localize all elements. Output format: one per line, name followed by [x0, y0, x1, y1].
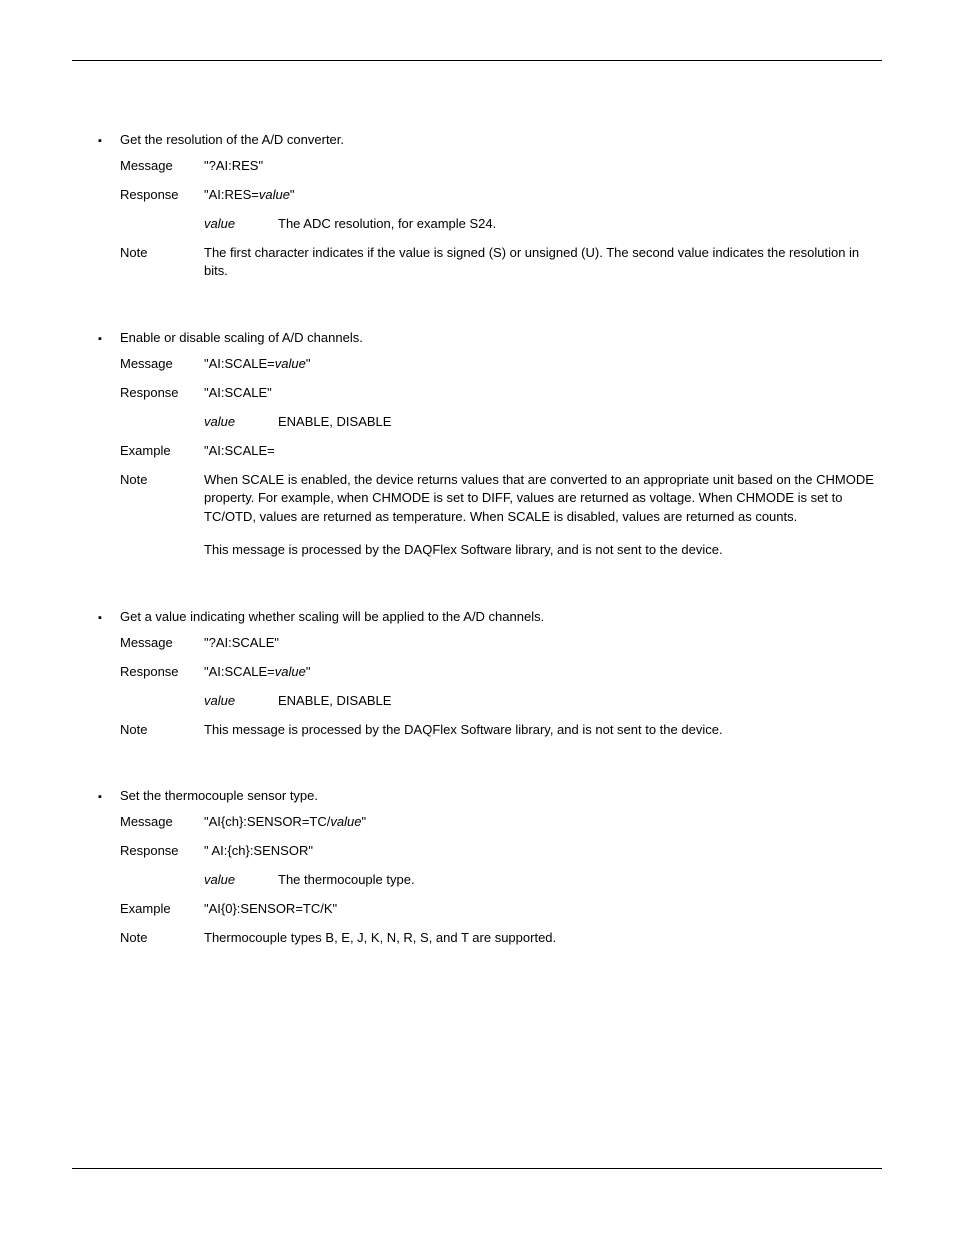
sub-label: value — [204, 413, 278, 432]
definition-row: NoteThis message is processed by the DAQ… — [120, 721, 882, 740]
definition-row: Example"AI:SCALE= — [120, 442, 882, 461]
sub-content: ENABLE, DISABLE — [278, 692, 882, 711]
italic-value: value — [275, 356, 306, 371]
footer-rule — [72, 1168, 882, 1169]
sub-content: The ADC resolution, for example S24. — [278, 215, 882, 234]
definition-main-line: "AI:SCALE=value" — [204, 355, 882, 374]
definition-label: Message — [120, 157, 204, 176]
definition-row: Response"AI:SCALE=value"valueENABLE, DIS… — [120, 663, 882, 711]
definition-content: "AI{ch}:SENSOR=TC/value" — [204, 813, 882, 832]
definition-label: Note — [120, 721, 204, 740]
definition-label: Response — [120, 663, 204, 682]
section-intro-text: Enable or disable scaling of A/D channel… — [120, 329, 882, 348]
sub-label: value — [204, 692, 278, 711]
definition-main-line: When SCALE is enabled, the device return… — [204, 471, 882, 528]
definition-content: The first character indicates if the val… — [204, 244, 882, 282]
definition-content: "AI:SCALE=value" — [204, 355, 882, 374]
section-intro-text: Get the resolution of the A/D converter. — [120, 131, 882, 150]
definition-content: When SCALE is enabled, the device return… — [204, 471, 882, 560]
definition-content: " AI:{ch}:SENSOR" valueThe thermocouple t… — [204, 842, 882, 890]
sub-content: The thermocouple type. — [278, 871, 882, 890]
definition-row: Response"AI:RES=value"valueThe ADC resol… — [120, 186, 882, 234]
definition-label: Note — [120, 244, 204, 263]
bullet-icon: ▪ — [72, 131, 120, 151]
extra-paragraph: This message is processed by the DAQFlex… — [204, 541, 882, 560]
definition-label: Response — [120, 842, 204, 861]
italic-value: value — [275, 664, 306, 679]
definition-main-line: "AI:SCALE=value" — [204, 663, 882, 682]
definition-label: Note — [120, 471, 204, 490]
definition-row: Message"?AI:RES" — [120, 157, 882, 176]
definition-label: Example — [120, 442, 204, 461]
definition-row: Response" AI:{ch}:SENSOR" valueThe thermo… — [120, 842, 882, 890]
definition-label: Response — [120, 384, 204, 403]
definition-label: Message — [120, 634, 204, 653]
sub-label: value — [204, 215, 278, 234]
definition-main-line: "?AI:SCALE" — [204, 634, 882, 653]
document-page: ▪Get the resolution of the A/D converter… — [0, 0, 954, 1235]
section-intro-row: ▪Enable or disable scaling of A/D channe… — [72, 329, 882, 349]
sub-row: valueENABLE, DISABLE — [204, 692, 882, 711]
definition-content: "AI:SCALE" valueENABLE, DISABLE — [204, 384, 882, 432]
section: ▪Enable or disable scaling of A/D channe… — [72, 329, 882, 560]
definition-main-line: "AI{0}:SENSOR=TC/K" — [204, 900, 882, 919]
sub-row: valueENABLE, DISABLE — [204, 413, 882, 432]
italic-value: value — [330, 814, 361, 829]
definition-main-line: Thermocouple types B, E, J, K, N, R, S, … — [204, 929, 882, 948]
sub-row: valueThe thermocouple type. — [204, 871, 882, 890]
definition-row: NoteThermocouple types B, E, J, K, N, R,… — [120, 929, 882, 948]
definition-content: Thermocouple types B, E, J, K, N, R, S, … — [204, 929, 882, 948]
definition-content: "AI:RES=value"valueThe ADC resolution, f… — [204, 186, 882, 234]
definition-main-line: "AI:RES=value" — [204, 186, 882, 205]
bullet-icon: ▪ — [72, 329, 120, 349]
section: ▪Get a value indicating whether scaling … — [72, 608, 882, 739]
sub-content: ENABLE, DISABLE — [278, 413, 882, 432]
definition-row: NoteWhen SCALE is enabled, the device re… — [120, 471, 882, 560]
bullet-icon: ▪ — [72, 787, 120, 807]
definition-main-line: " AI:{ch}:SENSOR" — [204, 842, 882, 861]
definition-content: "?AI:SCALE" — [204, 634, 882, 653]
definition-content: This message is processed by the DAQFlex… — [204, 721, 882, 740]
sub-label: value — [204, 871, 278, 890]
definition-main-line: This message is processed by the DAQFlex… — [204, 721, 882, 740]
section: ▪Set the thermocouple sensor type. Messag… — [72, 787, 882, 947]
definition-row: Message"AI:SCALE=value" — [120, 355, 882, 374]
definition-main-line: "AI:SCALE" — [204, 384, 882, 403]
sections-container: ▪Get the resolution of the A/D converter… — [72, 131, 882, 948]
definition-main-line: "AI:SCALE= — [204, 442, 882, 461]
definition-label: Message — [120, 355, 204, 374]
header-rule — [72, 60, 882, 61]
definition-main-line: "AI{ch}:SENSOR=TC/value" — [204, 813, 882, 832]
definition-label: Response — [120, 186, 204, 205]
definition-row: Message"?AI:SCALE" — [120, 634, 882, 653]
definition-row: Message"AI{ch}:SENSOR=TC/value" — [120, 813, 882, 832]
definition-label: Example — [120, 900, 204, 919]
definition-content: "AI{0}:SENSOR=TC/K" — [204, 900, 882, 919]
section-intro-row: ▪Get a value indicating whether scaling … — [72, 608, 882, 628]
definition-content: "?AI:RES" — [204, 157, 882, 176]
definition-main-line: The first character indicates if the val… — [204, 244, 882, 282]
section-intro-text: Get a value indicating whether scaling w… — [120, 608, 882, 627]
sub-row: valueThe ADC resolution, for example S24… — [204, 215, 882, 234]
section-intro-row: ▪Set the thermocouple sensor type. — [72, 787, 882, 807]
section: ▪Get the resolution of the A/D converter… — [72, 131, 882, 281]
definition-row: NoteThe first character indicates if the… — [120, 244, 882, 282]
bullet-icon: ▪ — [72, 608, 120, 628]
definition-row: Response"AI:SCALE" valueENABLE, DISABLE — [120, 384, 882, 432]
definition-label: Note — [120, 929, 204, 948]
definition-main-line: "?AI:RES" — [204, 157, 882, 176]
definition-content: "AI:SCALE= — [204, 442, 882, 461]
definition-label: Message — [120, 813, 204, 832]
definition-content: "AI:SCALE=value"valueENABLE, DISABLE — [204, 663, 882, 711]
section-intro-text: Set the thermocouple sensor type. — [120, 787, 882, 806]
definition-row: Example"AI{0}:SENSOR=TC/K" — [120, 900, 882, 919]
section-intro-row: ▪Get the resolution of the A/D converter… — [72, 131, 882, 151]
italic-value: value — [259, 187, 290, 202]
